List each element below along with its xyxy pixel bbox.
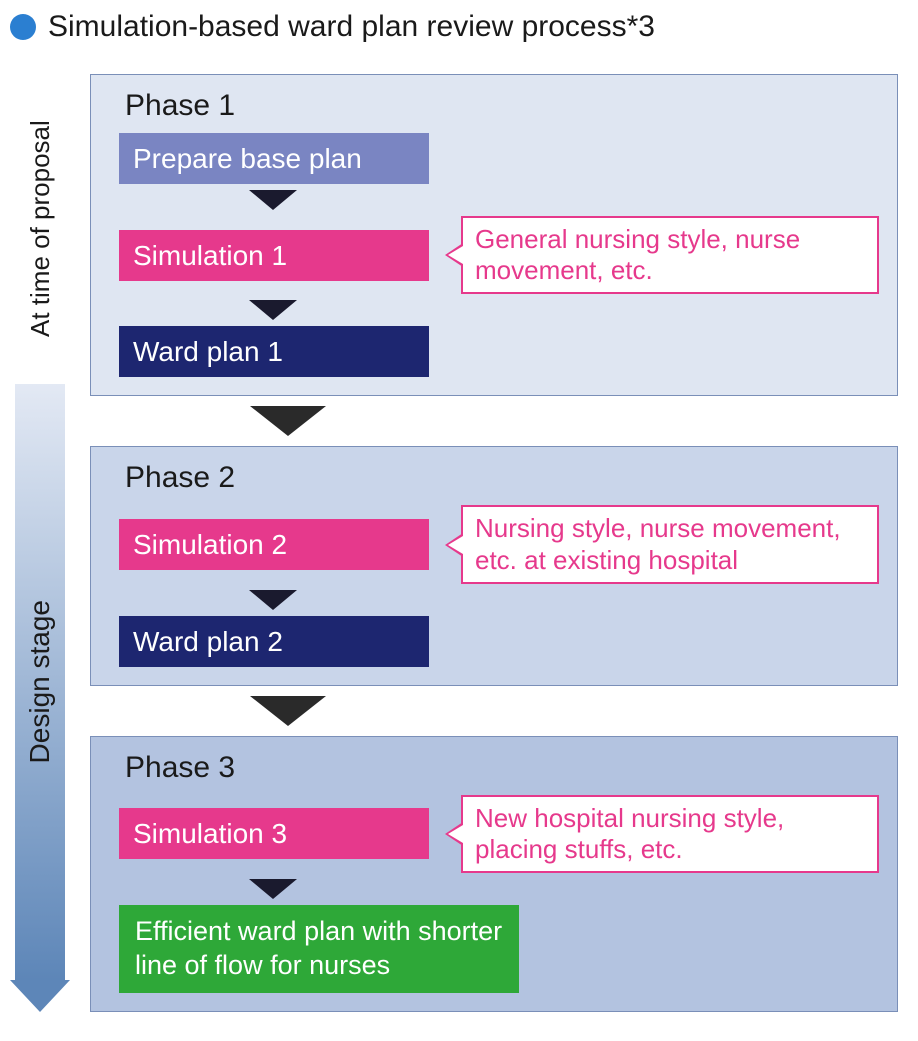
down-arrow-icon — [249, 190, 297, 210]
callout-1: General nursing style, nurse movement, e… — [461, 216, 879, 294]
simulation-2-box: Simulation 2 — [119, 519, 429, 570]
big-down-arrow-icon — [250, 406, 326, 436]
simulation-3-box: Simulation 3 — [119, 808, 429, 859]
main-diagram: At time of proposal Design stage Phase 1… — [10, 74, 898, 1012]
phase-2-box: Phase 2 Simulation 2 Nursing style, nurs… — [90, 446, 898, 685]
callout-2-text: Nursing style, nurse movement, etc. at e… — [475, 513, 841, 574]
ward-plan-2-box: Ward plan 2 — [119, 616, 429, 667]
phase-3-box: Phase 3 Simulation 3 New hospital nursin… — [90, 736, 898, 1012]
phase-2-title: Phase 2 — [125, 461, 879, 495]
phase-1-box: Phase 1 Prepare base plan Simulation 1 G… — [90, 74, 898, 396]
final-result-box: Efficient ward plan with shorter line of… — [119, 905, 519, 993]
phases-column: Phase 1 Prepare base plan Simulation 1 G… — [90, 74, 898, 1012]
callout-pointer-icon — [445, 822, 463, 846]
callout-pointer-icon — [445, 243, 463, 267]
stage-label-proposal: At time of proposal — [25, 74, 56, 384]
simulation-1-box: Simulation 1 — [119, 230, 429, 281]
callout-3: New hospital nursing style, placing stuf… — [461, 795, 879, 873]
prepare-base-plan-box: Prepare base plan — [119, 133, 429, 184]
bullet-icon — [10, 14, 36, 40]
down-arrow-icon — [249, 300, 297, 320]
stage-column: At time of proposal Design stage — [10, 74, 70, 1012]
stage-arrow-head-icon — [10, 980, 70, 1012]
big-down-arrow-icon — [250, 696, 326, 726]
phase-3-title: Phase 3 — [125, 751, 879, 785]
ward-plan-1-box: Ward plan 1 — [119, 326, 429, 377]
page-title: Simulation-based ward plan review proces… — [48, 10, 655, 44]
stage-label-design: Design stage — [24, 600, 56, 763]
callout-3-text: New hospital nursing style, placing stuf… — [475, 803, 784, 864]
callout-pointer-icon — [445, 533, 463, 557]
down-arrow-icon — [249, 590, 297, 610]
stage-arrow: Design stage — [15, 384, 65, 1012]
callout-1-text: General nursing style, nurse movement, e… — [475, 224, 800, 285]
stage-arrow-body: Design stage — [15, 384, 65, 980]
callout-2: Nursing style, nurse movement, etc. at e… — [461, 505, 879, 583]
header: Simulation-based ward plan review proces… — [10, 10, 898, 44]
down-arrow-icon — [249, 879, 297, 899]
phase-1-title: Phase 1 — [125, 89, 879, 123]
